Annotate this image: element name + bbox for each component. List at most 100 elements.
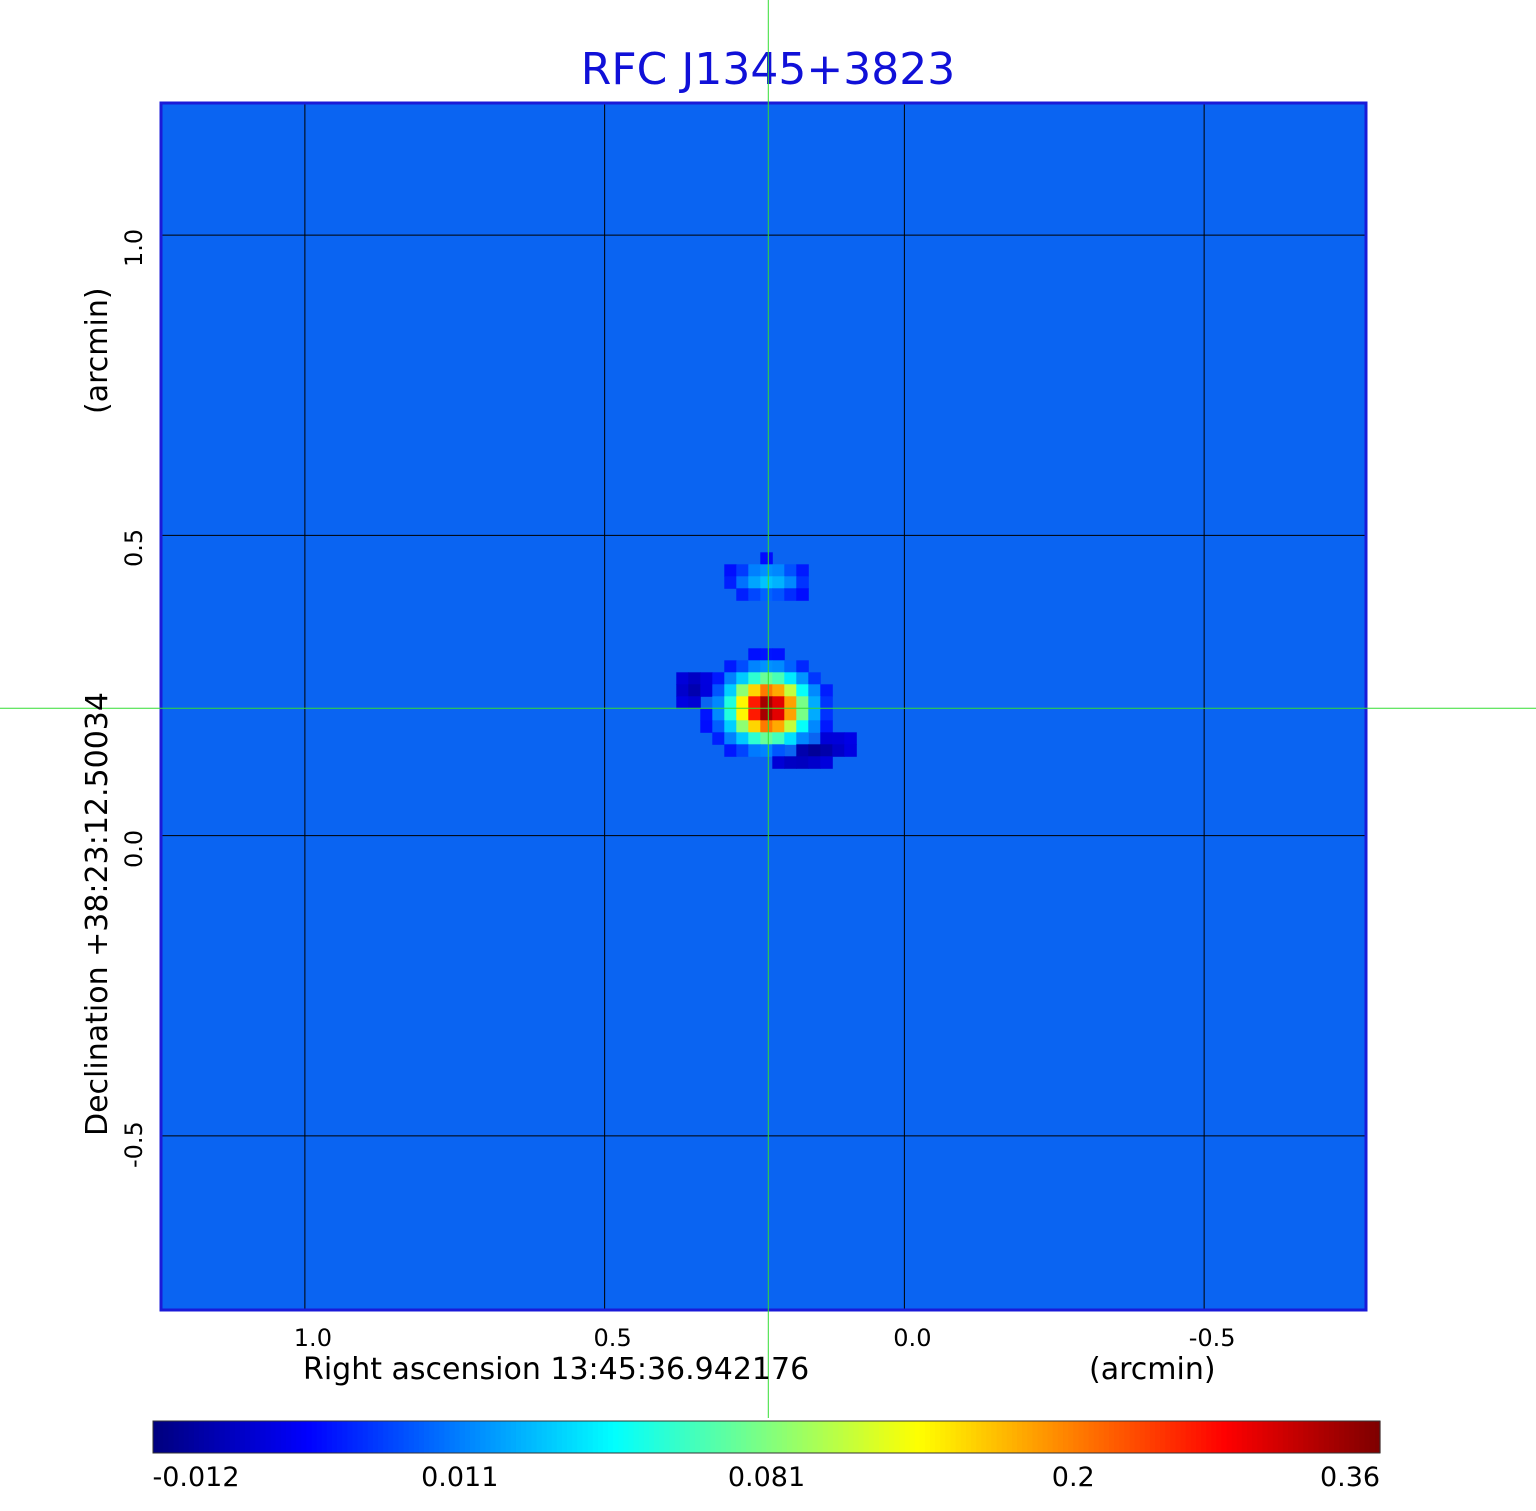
image-pixel [724, 564, 737, 577]
image-pixel [688, 696, 701, 709]
colorbar-segment [689, 1421, 696, 1453]
image-pixel [832, 744, 845, 757]
colorbar-segment [776, 1421, 783, 1453]
colorbar-segment [1068, 1421, 1074, 1453]
colorbar-segment [1247, 1421, 1253, 1453]
image-pixel [772, 708, 785, 721]
image-pixel [724, 708, 737, 721]
colorbar-segment [275, 1421, 282, 1453]
image-pixel [724, 732, 737, 745]
colorbar-segment [1195, 1421, 1202, 1453]
colorbar-segment [1165, 1421, 1171, 1453]
image-pixel [712, 720, 725, 733]
colorbar-segment [234, 1421, 241, 1453]
colorbar-segment [608, 1421, 614, 1453]
colorbar-segment [802, 1421, 808, 1453]
colorbar-segment [909, 1421, 916, 1453]
colorbar-segment [1303, 1421, 1310, 1453]
image-pixel [748, 660, 761, 673]
image-pixel [784, 588, 797, 601]
colorbar-segment [781, 1421, 788, 1453]
colorbar-segment [1369, 1421, 1376, 1453]
image-pixel [796, 588, 809, 601]
image-pixel [748, 648, 761, 661]
colorbar-segment [403, 1421, 410, 1453]
colorbar-segment [1236, 1421, 1243, 1453]
image-pixel [736, 660, 749, 673]
colorbar-segment [674, 1421, 681, 1453]
image-pixel [712, 696, 725, 709]
image-pixel [784, 708, 797, 721]
colorbar-segment [546, 1421, 553, 1453]
colorbar-segment [388, 1421, 394, 1453]
plot-frame [159, 101, 1368, 1312]
image-pixel [736, 672, 749, 685]
colorbar-segment [587, 1421, 594, 1453]
image-pixel [760, 576, 773, 589]
colorbar-tick-label: 0.011 [421, 1462, 499, 1493]
colorbar-segment [694, 1421, 701, 1453]
colorbar-segment [1057, 1421, 1064, 1453]
colorbar-segment [510, 1421, 517, 1453]
colorbar-segment [1226, 1421, 1233, 1453]
x-axis-label: Right ascension 13:45:36.942176 [303, 1352, 810, 1387]
colorbar-segment [1042, 1421, 1049, 1453]
image-pixel [748, 708, 761, 721]
image-pixel [808, 756, 821, 769]
colorbar-segment [1201, 1421, 1207, 1453]
image-pixel [748, 672, 761, 685]
image-pixel [820, 756, 833, 769]
y-tick-label: 0.5 [120, 529, 148, 568]
colorbar-segment [342, 1421, 348, 1453]
colorbar-segment [1359, 1421, 1366, 1453]
colorbar-segment [1272, 1421, 1279, 1453]
image-pixel [772, 648, 785, 661]
image-pixel [796, 576, 809, 589]
image-pixel [820, 720, 833, 733]
colorbar-segment [740, 1421, 747, 1453]
colorbar-segment [567, 1421, 573, 1453]
colorbar-segment [1175, 1421, 1182, 1453]
colorbar-segment [971, 1421, 977, 1453]
colorbar-segment [464, 1421, 471, 1453]
colorbar-segment [1185, 1421, 1192, 1453]
image-pixel [700, 672, 713, 685]
image-pixel [736, 744, 749, 757]
colorbar-segment [838, 1421, 844, 1453]
colorbar-segment [347, 1421, 353, 1453]
colorbar-segment [1344, 1421, 1350, 1453]
colorbar-segment [930, 1421, 936, 1453]
colorbar-segment [822, 1421, 829, 1453]
image-pixel [808, 720, 821, 733]
colorbar-segment [1216, 1421, 1223, 1453]
colorbar-segment [582, 1421, 589, 1453]
colorbar-segment [1032, 1421, 1039, 1453]
colorbar-segment [623, 1421, 630, 1453]
colorbar-segment [454, 1421, 461, 1453]
image-pixel [724, 696, 737, 709]
colorbar-segment [291, 1421, 297, 1453]
colorbar-segment [255, 1421, 261, 1453]
colorbar-tick-label: 0.2 [1051, 1462, 1095, 1493]
image-pixel [784, 732, 797, 745]
image-pixel [784, 720, 797, 733]
image-pixel [808, 708, 821, 721]
image-pixel [724, 576, 737, 589]
image-pixel [736, 696, 749, 709]
colorbar-segment [618, 1421, 624, 1453]
colorbar-segment [1073, 1421, 1079, 1453]
colorbar-segment [996, 1421, 1003, 1453]
colorbar-segment [1017, 1421, 1023, 1453]
colorbar-segment [1063, 1421, 1069, 1453]
colorbar-segment [377, 1421, 384, 1453]
image-pixel [760, 732, 773, 745]
image-pixel [760, 588, 773, 601]
colorbar-segment [1267, 1421, 1274, 1453]
colorbar-segment [306, 1421, 313, 1453]
image-pixel [784, 660, 797, 673]
image-pixel [748, 732, 761, 745]
image-pixel [724, 744, 737, 757]
colorbar-segment [367, 1421, 374, 1453]
colorbar-segment [1374, 1421, 1381, 1453]
colorbar-segment [1277, 1421, 1284, 1453]
